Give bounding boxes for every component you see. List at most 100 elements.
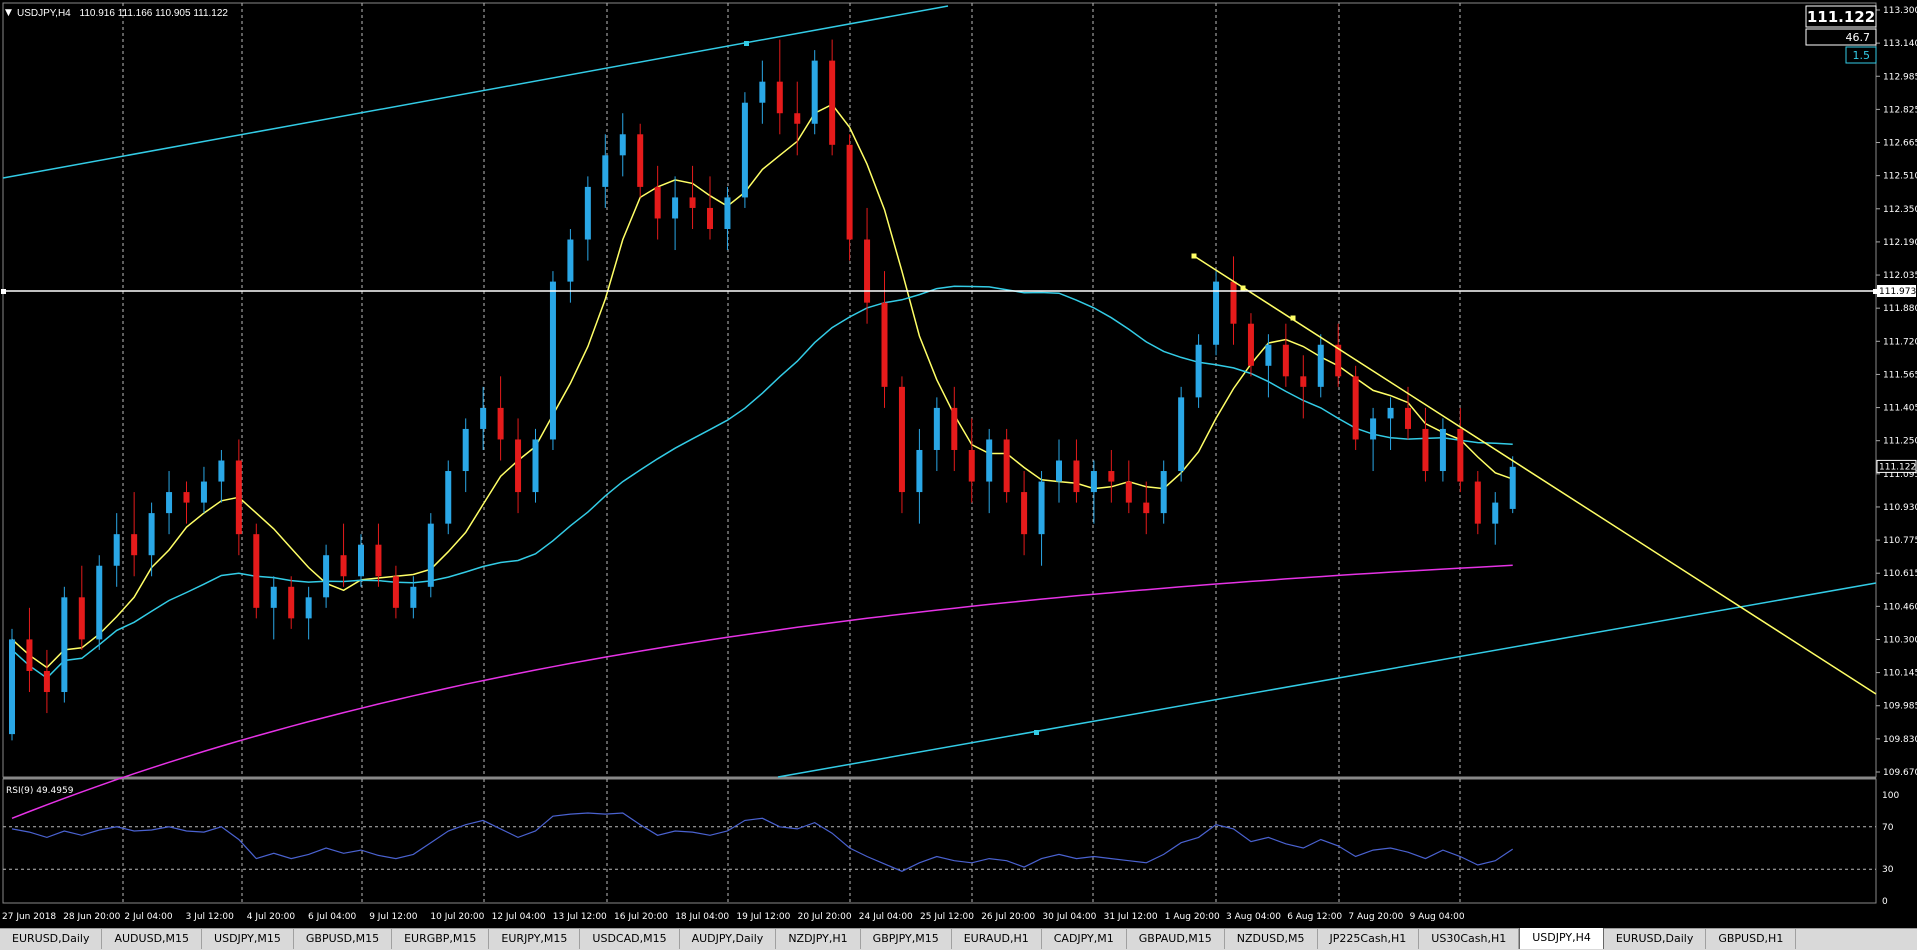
chart-tab-label: USDCAD,M15 xyxy=(592,932,667,945)
candle-body xyxy=(497,407,504,440)
candle-body xyxy=(392,576,399,608)
ohlc-values: 110.916 111.166 110.905 111.122 xyxy=(80,8,229,19)
chart-tab[interactable]: GBPAUD,M15 xyxy=(1127,929,1225,949)
chart-tab[interactable]: GBPJPY,M15 xyxy=(861,929,952,949)
price-tick-label: 112.665 xyxy=(1883,139,1917,149)
time-tick-label: 18 Jul 04:00 xyxy=(675,912,729,922)
chart-tab-label: AUDUSD,M15 xyxy=(114,932,190,945)
time-tick-label: 31 Jul 12:00 xyxy=(1104,912,1158,922)
candle-body xyxy=(78,597,85,640)
current-price-tag xyxy=(1876,459,1917,473)
chart-tab[interactable]: EURGBP,M15 xyxy=(392,929,490,949)
candle-body xyxy=(113,534,120,566)
chart-tab-label: EURUSD,Daily xyxy=(12,932,90,945)
candle-body xyxy=(1370,418,1377,440)
time-tick-label: 24 Jul 04:00 xyxy=(859,912,913,922)
candle-body xyxy=(794,113,801,124)
price-box-value3: 1.5 xyxy=(1853,49,1871,62)
descending-trendline[interactable] xyxy=(1193,255,1877,695)
price-tick-label: 112.510 xyxy=(1883,172,1917,182)
chart-tab[interactable]: AUDJPY,Daily xyxy=(680,929,777,949)
channel-upper-line[interactable] xyxy=(2,5,949,179)
chart-tab[interactable]: NZDUSD,M5 xyxy=(1225,929,1318,949)
candle-body xyxy=(1213,281,1220,345)
chart-tab[interactable]: JP225Cash,H1 xyxy=(1318,929,1420,949)
candle-body xyxy=(567,239,574,282)
chart-tab[interactable]: EURJPY,M15 xyxy=(489,929,581,949)
hline-handle[interactable] xyxy=(1873,289,1878,294)
candle-body xyxy=(218,460,225,482)
candle-body xyxy=(235,460,242,535)
chart-tab[interactable]: USDJPY,H4 xyxy=(1519,928,1604,949)
trendline-anchor-handle[interactable] xyxy=(1240,285,1246,291)
candle-body xyxy=(1352,376,1359,440)
candle-body xyxy=(1108,471,1115,482)
candle-body xyxy=(1003,439,1010,493)
candle-body xyxy=(1195,344,1202,398)
chart-tab[interactable]: GBPUSD,H1 xyxy=(1706,929,1797,949)
chart-tab[interactable]: NZDJPY,H1 xyxy=(776,929,861,949)
candle-body xyxy=(881,302,888,387)
channel-anchor-handle[interactable] xyxy=(1034,730,1039,735)
price-box-value2: 46.7 xyxy=(1846,31,1871,44)
triangle-down-icon[interactable]: ▼ xyxy=(5,8,12,18)
candle-body xyxy=(1492,502,1499,524)
price-tick-label: 110.615 xyxy=(1883,569,1917,579)
price-tick-label: 110.300 xyxy=(1883,635,1917,645)
chart-tab[interactable]: EURUSD,Daily xyxy=(0,929,103,949)
price-channel[interactable] xyxy=(2,5,1877,778)
channel-lower-line[interactable] xyxy=(777,582,1877,778)
axes: 113.300 113.140 112.985 112.825 112.665 112.5… xyxy=(2,6,1917,922)
price-tick-label: 110.145 xyxy=(1883,669,1917,679)
candle-body xyxy=(166,492,173,514)
time-tick-label: 7 Aug 20:00 xyxy=(1348,912,1403,922)
chart-tab-label: EURJPY,M15 xyxy=(501,932,568,945)
ma-slow-line xyxy=(11,564,1513,819)
candle-body xyxy=(1230,281,1237,324)
horizontal-line[interactable] xyxy=(1,289,1878,294)
trendline-anchor-handle[interactable] xyxy=(1191,253,1197,259)
chart-tab[interactable]: CADJPY,M1 xyxy=(1042,929,1127,949)
chart-tab-label: EURUSD,Daily xyxy=(1615,932,1694,945)
hline-handle[interactable] xyxy=(1,289,6,294)
candle-body xyxy=(1143,502,1150,514)
candle-body xyxy=(584,186,591,240)
candle-body xyxy=(1090,471,1097,493)
candle-body xyxy=(1387,407,1394,419)
trendline-anchor-handle[interactable] xyxy=(1290,315,1296,321)
candle-body xyxy=(864,239,871,303)
candle-body xyxy=(707,207,713,229)
price-tick-label: 111.720 xyxy=(1883,337,1917,347)
price-box-value3-frame xyxy=(1845,46,1877,64)
candle-body xyxy=(846,144,853,240)
trendline[interactable] xyxy=(1191,253,1877,695)
price-tick-label: 113.300 xyxy=(1883,6,1917,16)
candle-body xyxy=(602,155,609,187)
time-tick-label: 10 Jul 20:00 xyxy=(430,912,484,922)
time-tick-label: 13 Jul 12:00 xyxy=(553,912,607,922)
candle-body xyxy=(898,386,905,493)
time-tick-label: 1 Aug 20:00 xyxy=(1165,912,1220,922)
candle-body xyxy=(9,639,15,735)
candle-body xyxy=(358,544,364,577)
candle-body xyxy=(427,523,434,587)
chart-tab[interactable]: USDJPY,M15 xyxy=(202,929,294,949)
candle-body xyxy=(1178,397,1185,472)
time-tick-label: 19 Jul 12:00 xyxy=(736,912,790,922)
time-tick-label: 25 Jul 12:00 xyxy=(920,912,974,922)
chart-tab[interactable]: AUDUSD,M15 xyxy=(102,929,203,949)
candle-body xyxy=(1160,471,1167,514)
price-tick-label: 110.930 xyxy=(1883,503,1917,513)
rsi-frame xyxy=(2,778,1877,904)
chart-tab[interactable]: US30Cash,H1 xyxy=(1419,929,1520,949)
candle-body xyxy=(1439,428,1446,472)
candle-body xyxy=(340,555,347,577)
candle-body xyxy=(1265,344,1272,366)
chart-tab-label: GBPUSD,M15 xyxy=(305,932,380,945)
chart-tab[interactable]: EURUSD,Daily xyxy=(1604,929,1707,949)
chart-tab[interactable]: GBPUSD,M15 xyxy=(294,929,393,949)
chart-tab[interactable]: USDCAD,M15 xyxy=(580,929,680,949)
channel-anchor-handle[interactable] xyxy=(744,41,749,46)
chart-tab[interactable]: EURAUD,H1 xyxy=(952,929,1042,949)
